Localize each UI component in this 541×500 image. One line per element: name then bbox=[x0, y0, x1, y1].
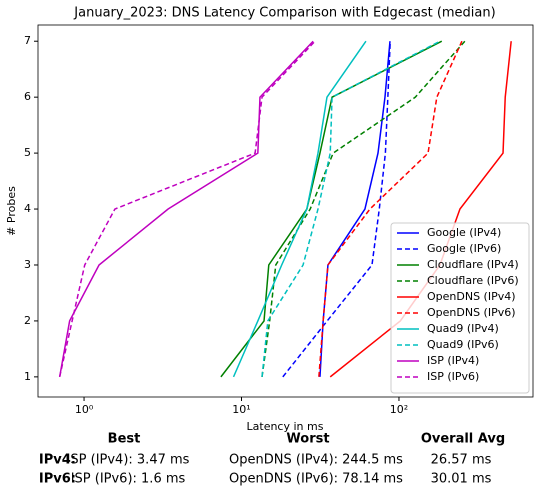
y-tick-label: 4 bbox=[24, 202, 31, 215]
series-line bbox=[261, 40, 441, 377]
legend-label: ISP (IPv6) bbox=[427, 370, 479, 383]
summary-row-label: IPv4: bbox=[39, 453, 76, 468]
summary-cell: OpenDNS (IPv4): 244.5 ms bbox=[229, 453, 403, 468]
chart-title: January_2023: DNS Latency Comparison wit… bbox=[73, 6, 495, 21]
series-line bbox=[58, 40, 316, 378]
legend-box bbox=[390, 222, 530, 394]
summary-row-label: IPv6: bbox=[39, 472, 76, 487]
legend-label: Cloudflare (IPv6) bbox=[427, 274, 519, 287]
y-tick-label: 1 bbox=[24, 370, 31, 383]
summary-cell: ISP (IPv6): 1.6 ms bbox=[71, 472, 186, 487]
y-tick-label: 6 bbox=[24, 90, 31, 103]
y-tick-label: 7 bbox=[24, 34, 31, 47]
series-line bbox=[261, 40, 466, 377]
summary-cell: 26.57 ms bbox=[431, 453, 492, 468]
x-axis-label: Latency in ms bbox=[247, 420, 324, 433]
legend-label: Cloudflare (IPv4) bbox=[427, 258, 519, 271]
legend-label: OpenDNS (IPv6) bbox=[427, 306, 516, 319]
legend-label: ISP (IPv4) bbox=[427, 354, 479, 367]
summary-cell: 30.01 ms bbox=[431, 472, 492, 487]
x-tick-label: 10² bbox=[390, 403, 408, 416]
series-line bbox=[58, 40, 314, 377]
series-line bbox=[282, 41, 391, 378]
summary-header: Overall Avg bbox=[421, 432, 505, 447]
x-tick-label: 10⁰ bbox=[75, 403, 94, 416]
legend-label: Google (IPv6) bbox=[427, 242, 501, 255]
legend-label: Google (IPv4) bbox=[427, 226, 501, 239]
legend-label: Quad9 (IPv6) bbox=[427, 338, 499, 351]
y-tick-label: 5 bbox=[24, 146, 31, 159]
series-line bbox=[232, 40, 367, 378]
y-tick-label: 2 bbox=[24, 314, 31, 327]
summary-cell: OpenDNS (IPv6): 78.14 ms bbox=[229, 472, 403, 487]
summary-cell: ISP (IPv4): 3.47 ms bbox=[67, 453, 190, 468]
legend-label: Quad9 (IPv4) bbox=[427, 322, 499, 335]
legend-label: OpenDNS (IPv4) bbox=[427, 290, 516, 303]
plot-frame bbox=[37, 24, 534, 398]
series-line bbox=[318, 40, 463, 377]
summary-header: Worst bbox=[286, 432, 329, 447]
summary-header: Best bbox=[108, 432, 141, 447]
y-tick-label: 3 bbox=[24, 258, 31, 271]
x-tick-label: 10¹ bbox=[232, 403, 250, 416]
y-axis-label: # Probes bbox=[5, 186, 18, 236]
